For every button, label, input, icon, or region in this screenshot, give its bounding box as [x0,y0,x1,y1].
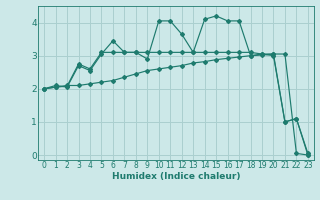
X-axis label: Humidex (Indice chaleur): Humidex (Indice chaleur) [112,172,240,181]
